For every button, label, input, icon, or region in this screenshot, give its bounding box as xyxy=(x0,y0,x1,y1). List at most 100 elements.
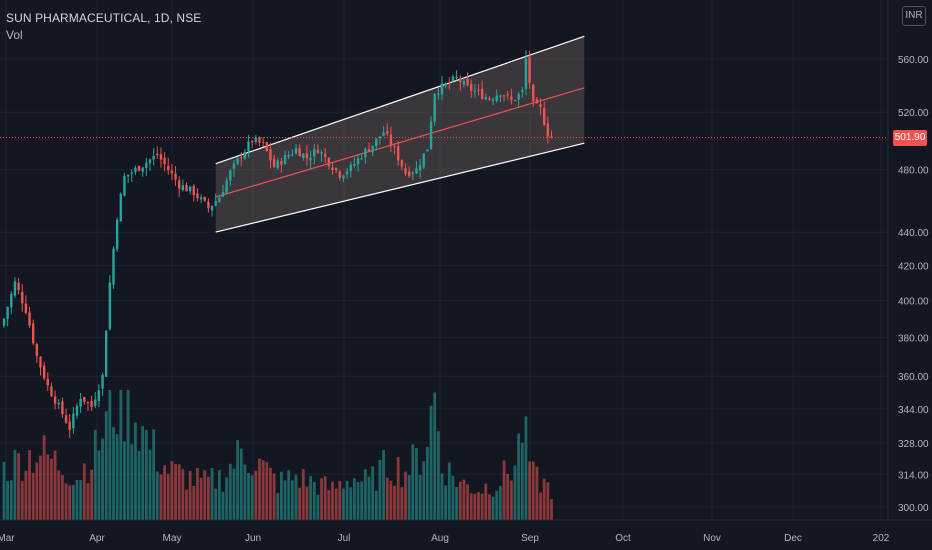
price-tick-label: 380.00 xyxy=(898,333,929,344)
volume-bar xyxy=(367,476,371,520)
candle-body xyxy=(353,163,356,166)
candle-body xyxy=(513,100,517,102)
volume-bar xyxy=(305,486,309,520)
candle-body xyxy=(426,149,429,152)
time-tick-label: Jul xyxy=(338,533,351,544)
candle-body xyxy=(46,378,49,386)
volume-bar xyxy=(334,488,338,520)
price-tick-label: 314.00 xyxy=(898,470,929,481)
candle-body xyxy=(291,154,294,156)
volume-bar xyxy=(301,469,305,520)
regression-channel[interactable] xyxy=(215,35,585,233)
volume-bar xyxy=(108,390,112,520)
currency-badge[interactable]: INR xyxy=(902,6,926,26)
volume-bar xyxy=(338,480,342,520)
candle-body xyxy=(488,98,491,100)
volume-bar xyxy=(517,433,521,520)
candle-body xyxy=(470,84,473,91)
volume-bar xyxy=(389,480,393,520)
candle-body xyxy=(389,134,393,146)
volume-bar xyxy=(385,477,389,520)
candle-body xyxy=(415,168,418,174)
volume-bar xyxy=(477,492,480,520)
volume-bar xyxy=(31,472,35,520)
candle-body xyxy=(152,155,155,160)
candle-body xyxy=(214,201,217,206)
volume-bar xyxy=(79,479,83,520)
candle-body xyxy=(451,76,455,82)
candle-body xyxy=(72,413,75,429)
volume-bar xyxy=(290,480,294,520)
volume-indicator-label[interactable]: Vol xyxy=(6,28,23,42)
volume-bar xyxy=(506,473,510,520)
candle-body xyxy=(532,84,535,102)
channel-lower-line[interactable] xyxy=(215,142,585,233)
candle-body xyxy=(141,167,144,172)
candle-body xyxy=(327,158,331,167)
candle-body xyxy=(101,374,104,389)
candle-body xyxy=(524,58,528,89)
volume-bar xyxy=(217,470,221,520)
volume-bar xyxy=(520,442,524,520)
volume-bar xyxy=(393,485,396,520)
channel-upper-line[interactable] xyxy=(215,35,585,165)
volume-bar xyxy=(239,448,243,520)
candle-body xyxy=(21,292,24,304)
channel-middle-line[interactable] xyxy=(215,87,585,198)
candle-body xyxy=(225,180,228,194)
volume-bar xyxy=(415,448,418,520)
candle-body xyxy=(229,170,232,181)
time-tick-label: Oct xyxy=(615,533,631,544)
candle-body xyxy=(550,136,553,138)
volume-bar xyxy=(495,490,499,520)
candle-body xyxy=(466,78,469,85)
candle-body xyxy=(75,406,79,416)
volume-bar xyxy=(71,485,75,520)
candle-body xyxy=(240,157,243,159)
volume-bar xyxy=(13,449,17,520)
candle-body xyxy=(371,145,374,153)
candle-body xyxy=(79,398,82,407)
volume-bar xyxy=(374,490,378,520)
candle-body xyxy=(203,197,206,201)
candle-body xyxy=(188,186,192,192)
candlestick-series xyxy=(2,50,553,439)
volume-bar xyxy=(491,496,495,520)
candle-body xyxy=(539,104,542,107)
candle-body xyxy=(499,95,502,97)
volume-bar xyxy=(130,444,134,520)
volume-bar xyxy=(542,478,546,520)
price-tick-label: 420.00 xyxy=(898,261,929,272)
candle-body xyxy=(13,281,17,296)
candle-body xyxy=(170,170,174,174)
volume-bar xyxy=(502,460,506,520)
volume-bar xyxy=(261,460,265,520)
candle-body xyxy=(280,160,283,165)
candle-body xyxy=(433,93,436,122)
candle-body xyxy=(196,193,199,198)
candle-body xyxy=(473,90,477,92)
volume-bar xyxy=(104,411,108,520)
candle-body xyxy=(356,158,360,165)
candle-body xyxy=(342,175,345,179)
volume-bar xyxy=(75,480,79,520)
candle-body xyxy=(35,344,39,357)
volume-bar xyxy=(280,471,283,520)
volume-bar xyxy=(382,449,385,520)
price-tick-label: 360.00 xyxy=(898,372,929,383)
time-axis[interactable]: Mar Apr May Jun Jul Aug Sep Oct Nov Dec 202 xyxy=(0,519,932,544)
volume-bar xyxy=(342,488,345,520)
volume-bar xyxy=(93,429,97,520)
volume-bar xyxy=(404,471,407,520)
volume-bar xyxy=(28,450,31,520)
price-axis[interactable]: 300.00 314.00 328.00 344.00 360.00 380.00 400.… xyxy=(887,0,929,520)
volume-bar xyxy=(20,480,24,520)
symbol-title[interactable]: SUN PHARMACEUTICAL, 1D, NSE xyxy=(6,11,202,25)
volume-bar xyxy=(6,481,10,520)
volume-bar xyxy=(144,429,148,520)
time-tick-label: Dec xyxy=(784,533,802,544)
volume-bar xyxy=(433,392,437,520)
volume-bar xyxy=(210,467,214,520)
volume-bar xyxy=(436,431,440,520)
